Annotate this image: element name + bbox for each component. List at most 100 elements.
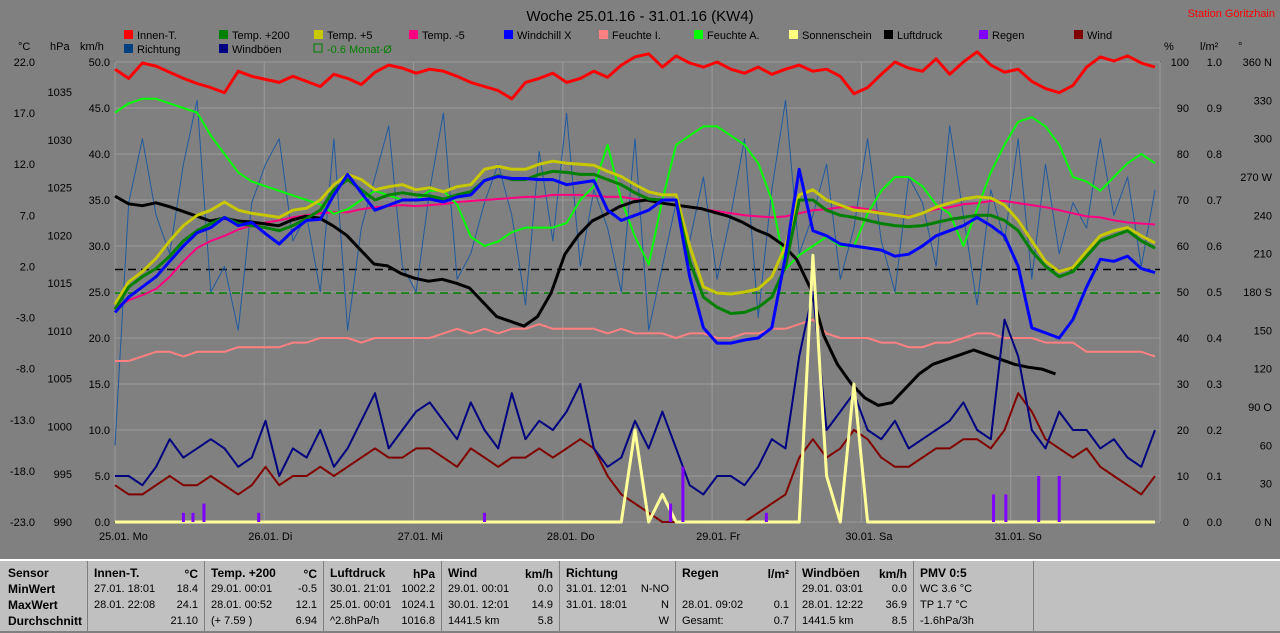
wind-tick: 15.0 [89,379,110,391]
stats-max-date: 28.01. 00:52 [211,599,273,611]
stats-avg-value: 5.8 [537,615,553,627]
legend-label: Windchill X [517,30,572,42]
direction-tick: 300 [1254,134,1272,146]
legend-swatch [694,30,703,39]
stats-column-title: Regen [682,566,719,580]
wind-tick: 40.0 [89,149,110,161]
stats-avg-value: 6.94 [295,615,317,627]
temp-tick: 7.0 [20,210,35,222]
unit-direction: ° [1238,41,1242,53]
stats-column-unit: l/m² [767,567,789,581]
x-axis-labels: 25.01. Mo 26.01. Di 27.01. Mi 28.01. Do 29.0… [99,531,1042,543]
chart-series [113,50,1160,524]
stats-column-title: Wind [448,566,478,580]
x-tick-label: 28.01. Do [547,531,595,543]
temp-tick: -23.0 [10,517,35,529]
humidity-tick: 30 [1177,379,1189,391]
stats-min-date: 29.01. 00:01 [211,583,273,595]
temp-tick: 2.0 [20,261,35,273]
rain-bar [181,512,185,522]
legend-swatch [884,30,893,39]
wind-tick: 25.0 [89,287,110,299]
stats-column: Regen l/m² 28.01. 09:02 0.1 Gesamt: 0.7 [676,561,796,633]
stats-avg-date: ^2.8hPa/h [330,615,380,627]
rain-bar [1037,476,1041,522]
humidity-tick: 0 [1183,517,1189,529]
unit-wind: km/h [80,41,104,53]
weather-chart: Woche 25.01.16 - 31.01.16 (KW4) Station … [9,8,1275,543]
pressure-tick: 1020 [48,230,72,242]
stats-max-value: 1024.1 [401,599,435,611]
legend-label: Innen-T. [137,30,177,42]
legend-label: Wind [1087,30,1112,42]
stats-max-value: N [661,599,669,611]
wind-tick: 5.0 [95,471,110,483]
temp-tick: 12.0 [14,159,35,171]
stats-column: Temp. +200 °C 29.01. 00:01 -0.5 28.01. 00:52… [205,561,324,633]
statistics-table: Sensor MinWert MaxWert Durchschnitt Inne… [0,559,1280,633]
stats-min-date: 29.01. 00:01 [448,583,510,595]
pressure-tick: 995 [54,469,72,481]
direction-tick: 210 [1254,249,1272,261]
row-max-label: MaxWert [8,598,58,612]
stats-max-date: TP 1.7 °C [920,599,968,611]
wind-tick: 45.0 [89,103,110,115]
legend-swatch [313,43,323,53]
stats-column: Luftdruck hPa 30.01. 21:01 1002.2 25.01. 00:… [324,561,442,633]
rain-tick: 0.8 [1207,149,1222,161]
unit-humidity: % [1164,41,1174,53]
humidity-tick: 40 [1177,333,1189,345]
stats-column: PMV 0:5 WC 3.6 °C TP 1.7 °C -1.6hPa/3h [914,561,1034,633]
series-temp-200 [113,169,1156,315]
wind-tick: 20.0 [89,333,110,345]
rain-tick: 0.3 [1207,379,1222,391]
stats-min-date: 31.01. 12:01 [566,583,628,595]
unit-rain: l/m² [1200,41,1219,53]
temp-tick: -13.0 [10,415,35,427]
stats-column-unit: hPa [412,567,435,581]
stats-max-value: 14.9 [531,599,553,611]
series-sonnenschein [115,253,1155,524]
legend-swatch [314,30,323,39]
x-tick-label: 27.01. Mi [398,531,443,543]
legend-label: -0.6 Monat-Ø [327,44,392,56]
stats-avg-date: 1441.5 km [802,615,854,627]
legend-label: Temp. +200 [232,30,290,42]
legend-swatch [219,30,228,39]
pressure-tick: 1000 [48,421,72,433]
x-tick-label: 30.01. Sa [845,531,893,543]
wind-tick: 0.0 [95,517,110,529]
direction-tick: 270 W [1240,172,1272,184]
stats-max-value: 0.1 [773,599,789,611]
humidity-tick: 60 [1177,241,1189,253]
stats-max-date: 28.01. 22:08 [94,599,156,611]
legend-label: Richtung [137,44,180,56]
stats-max-date: 31.01. 18:01 [566,599,628,611]
rain-tick: 0.9 [1207,103,1222,115]
pressure-tick: 1035 [48,87,72,99]
direction-tick: 0 N [1255,517,1272,529]
legend-label: Regen [992,30,1024,42]
stats-column-title: Innen-T. [94,566,140,580]
x-tick-label: 29.01. Fr [696,531,740,543]
stats-max-value: 12.1 [295,599,317,611]
humidity-tick: 10 [1177,471,1189,483]
humidity-tick: 50 [1177,287,1189,299]
axis-unit-labels: °C hPa km/h % l/m² ° [18,41,1242,53]
stats-max-date: 28.01. 12:22 [802,599,864,611]
stats-avg-date: Gesamt: [682,615,724,627]
direction-tick: 150 [1254,325,1272,337]
stats-avg-value: 1016.8 [401,615,435,627]
legend-label: Temp. +5 [327,30,373,42]
rain-bar [669,503,673,522]
wind-tick: 50.0 [89,57,110,69]
stats-min-value: -0.5 [298,583,317,595]
stats-column-unit: km/h [878,567,907,581]
unit-pressure: hPa [50,41,70,53]
direction-tick: 30 [1260,479,1272,491]
temp-tick: -8.0 [16,364,35,376]
stats-column-title: Luftdruck [330,566,386,580]
stats-min-date: 27.01. 18:01 [94,583,156,595]
humidity-tick: 20 [1177,425,1189,437]
legend-swatch [409,30,418,39]
